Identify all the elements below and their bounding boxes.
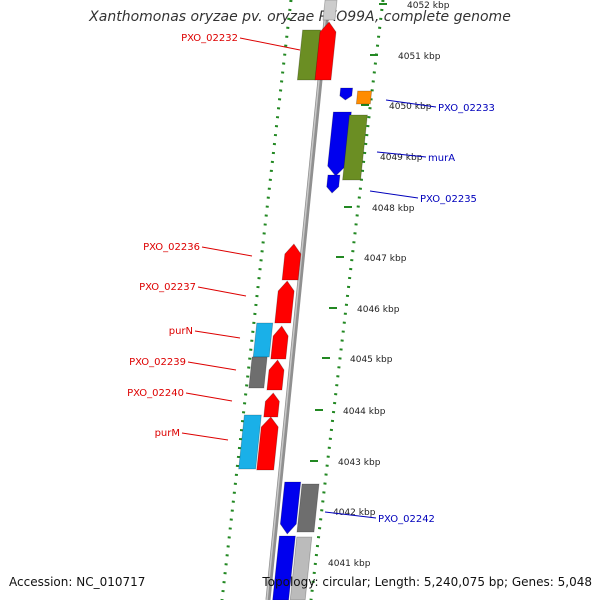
gene-PXO_02236-shape bbox=[281, 243, 302, 281]
gene-PXO_02240 bbox=[263, 392, 280, 418]
kbp-ticks: 4052 kbp 4051 kbp 4050 kbp 4049 kbp 4048 kbp… bbox=[300, 1, 450, 569]
gene-purM-cyan-shape bbox=[238, 414, 262, 470]
gene-murA bbox=[342, 114, 368, 181]
genome-summary-text: Topology: circular; Length: 5,240,075 bp… bbox=[262, 575, 592, 589]
gene-label-leader bbox=[181, 432, 229, 441]
gene-gray-bottom-shape bbox=[289, 536, 313, 600]
kbp-label: 4049 kbp bbox=[380, 153, 423, 163]
kbp-label: 4051 kbp bbox=[398, 52, 441, 62]
genome-backbone bbox=[265, 0, 331, 600]
gene-PXO_02237-shape bbox=[274, 280, 295, 324]
gene-label-leader bbox=[376, 151, 427, 158]
gene-red-top bbox=[314, 21, 337, 81]
kbp-label: 4043 kbp bbox=[338, 458, 381, 468]
gene-label: PXO_02236 bbox=[143, 242, 200, 253]
gene-red-top-shape bbox=[314, 21, 337, 81]
gene-purM bbox=[256, 416, 279, 471]
gene-gray-lower-shape bbox=[296, 483, 320, 533]
gene-label-leader bbox=[185, 392, 233, 402]
gene-label: PXO_02233 bbox=[438, 103, 495, 114]
gene-blue-bottom bbox=[272, 535, 296, 600]
gene-label: purM bbox=[155, 428, 180, 439]
gene-PXO_02239-gray-shape bbox=[248, 356, 268, 389]
gene-label-leader bbox=[194, 330, 241, 339]
gene-murA-shape bbox=[342, 114, 368, 181]
gene-label: PXO_02242 bbox=[378, 514, 435, 525]
gene-label-leader bbox=[369, 190, 419, 199]
gene-gray-top bbox=[322, 0, 338, 21]
gene-label-leader bbox=[324, 511, 377, 519]
kbp-label: 4052 kbp bbox=[407, 1, 450, 11]
gene-PXO_02239-shape bbox=[266, 359, 285, 391]
gene-PXO_02240-shape bbox=[263, 392, 280, 418]
gene-label: PXO_02232 bbox=[181, 33, 238, 44]
gene-labels: PXO_02232 PXO_02236 PXO_02237 purN PXO_02239… bbox=[127, 33, 495, 525]
gene-label: PXO_02237 bbox=[139, 282, 196, 293]
gene-label: murA bbox=[428, 153, 455, 164]
kbp-label: 4044 kbp bbox=[343, 407, 386, 417]
gene-label: PXO_02240 bbox=[127, 388, 184, 399]
kbp-label: 4048 kbp bbox=[372, 204, 415, 214]
genome-title: Xanthomonas oryzae pv. oryzae PXO99A, co… bbox=[89, 9, 511, 25]
gene-label-leader bbox=[239, 37, 301, 51]
kbp-label: 4050 kbp bbox=[389, 102, 432, 112]
gene-gray-bottom bbox=[289, 536, 313, 600]
gene-blue-bottom-shape bbox=[272, 535, 296, 600]
gene-label-leader bbox=[187, 361, 237, 371]
gene-blue-small bbox=[326, 174, 341, 194]
gene-PXO_02242 bbox=[279, 481, 302, 535]
gene-PXO_02233-blue-shape bbox=[339, 87, 354, 101]
gene-label-leader bbox=[201, 246, 253, 257]
genes bbox=[238, 0, 373, 600]
gene-purM-cyan bbox=[238, 414, 262, 470]
kbp-label: 4047 kbp bbox=[364, 254, 407, 264]
kbp-label: 4042 kbp bbox=[333, 508, 376, 518]
gene-blue-small-shape bbox=[326, 174, 341, 194]
outer-ring-right bbox=[309, 0, 385, 600]
gene-gray-lower bbox=[296, 483, 320, 533]
gene-PXO_02233-shape bbox=[355, 90, 373, 105]
gene-PXO_02242-shape bbox=[279, 481, 302, 535]
gene-purN bbox=[270, 325, 289, 360]
gene-PXO_02239 bbox=[266, 359, 285, 391]
kbp-label: 4041 kbp bbox=[328, 559, 371, 569]
gene-PXO_02236 bbox=[281, 243, 302, 281]
gene-purN-shape bbox=[270, 325, 289, 360]
kbp-label: 4045 kbp bbox=[350, 355, 393, 365]
gene-gray-top-shape bbox=[322, 0, 338, 21]
gene-PXO_02237 bbox=[274, 280, 295, 324]
gene-label-leader bbox=[197, 286, 247, 297]
gene-label-leader bbox=[385, 99, 437, 108]
gene-PXO_02233 bbox=[355, 90, 373, 105]
gene-purM-shape bbox=[256, 416, 279, 471]
gene-purN-cyan-shape bbox=[252, 322, 274, 358]
gene-label: PXO_02235 bbox=[420, 194, 477, 205]
gene-label: PXO_02239 bbox=[129, 357, 186, 368]
accession-text: Accession: NC_010717 bbox=[9, 575, 146, 589]
gene-label: purN bbox=[169, 326, 193, 337]
gene-purN-cyan bbox=[252, 322, 274, 358]
gene-PXO_02239-gray bbox=[248, 356, 268, 389]
outer-ring-left bbox=[220, 0, 293, 600]
gene-PXO_02233-blue bbox=[339, 87, 354, 101]
kbp-label: 4046 kbp bbox=[357, 305, 400, 315]
